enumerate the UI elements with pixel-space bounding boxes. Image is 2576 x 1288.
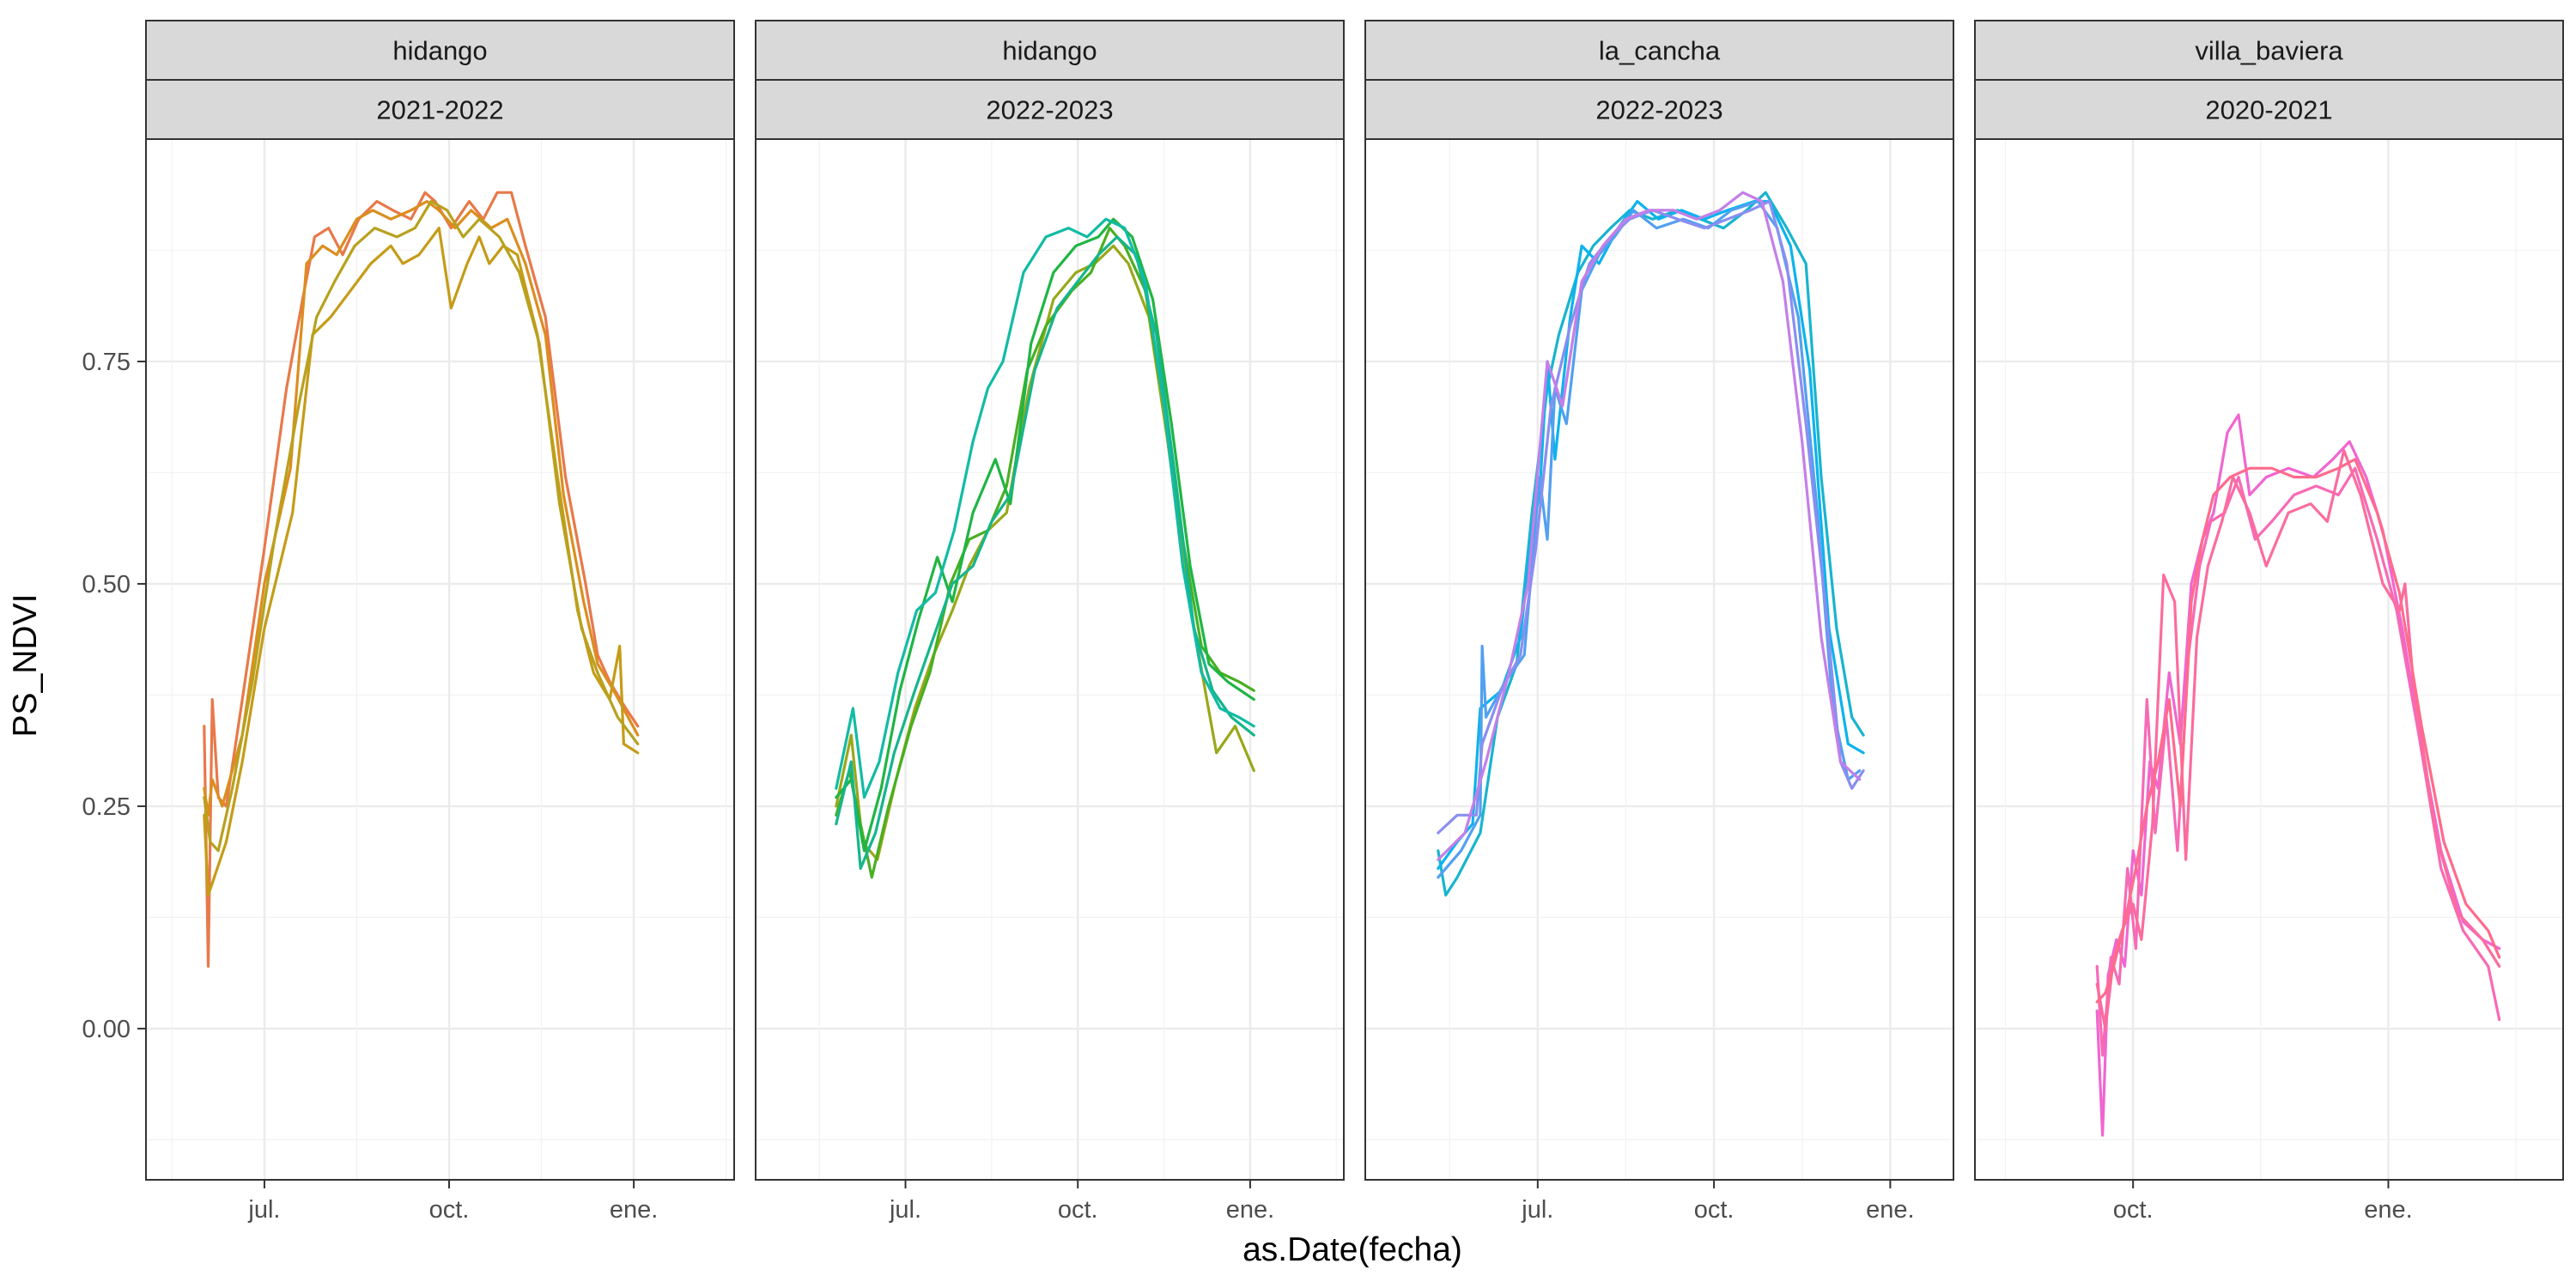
x-tick-label: oct. [429, 1196, 470, 1224]
facet-panel-4: villa_baviera 2020-2021 oct. ene. [1974, 20, 2564, 1224]
strip-season-label: 2022-2023 [986, 95, 1113, 125]
x-tick-label: jul. [1521, 1196, 1553, 1224]
strip-season-label: 2022-2023 [1595, 95, 1722, 125]
facet-panel-3: la_cancha 2022-2023 jul. oct. ene. [1364, 20, 1954, 1224]
y-tick-label: 0.75 [82, 349, 131, 376]
strip-background [755, 79, 1345, 140]
panel-grid [1975, 139, 2563, 1180]
strip-background [755, 20, 1345, 81]
x-tick-label: ene. [2364, 1196, 2412, 1224]
x-tick-label: ene. [1226, 1196, 1274, 1224]
strip-site-label: hidango [1002, 36, 1097, 66]
facet-panel-1: hidango 2021-2022 jul. oct. ene. [145, 20, 735, 1224]
series-line-2 [203, 199, 640, 817]
facet-panel-2: hidango 2022-2023 jul. oct. ene. [755, 20, 1345, 1224]
x-tick-label: oct. [1694, 1196, 1735, 1224]
panel-background [756, 139, 1344, 1180]
facet-strip-season: 2021-2022 [145, 79, 735, 140]
series-line-5 [1437, 191, 1862, 861]
y-axis: 0.00 0.25 0.50 0.75 [82, 349, 146, 1043]
facet-strip-site: la_cancha [1364, 20, 1954, 81]
facet-strip-site: hidango [755, 20, 1345, 81]
strip-background [1364, 79, 1954, 140]
x-tick-label: oct. [1058, 1196, 1098, 1224]
facet-strip-site: villa_baviera [1974, 20, 2564, 81]
x-axis-title: as.Date(fecha) [1242, 1231, 1462, 1268]
facet-strip-season: 2022-2023 [1364, 79, 1954, 140]
strip-season-label: 2021-2022 [376, 95, 503, 125]
x-tick-label: jul. [247, 1196, 280, 1224]
y-tick-label: 0.50 [82, 571, 131, 598]
panel-series [1437, 191, 1865, 897]
y-tick-label: 0.25 [82, 793, 131, 821]
panel-background [1975, 139, 2563, 1180]
series-line-1 [2095, 413, 2501, 1137]
strip-background [145, 20, 735, 81]
strip-season-label: 2020-2021 [2205, 95, 2332, 125]
strip-background [1974, 20, 2564, 81]
strip-background [145, 79, 735, 140]
facet-strip-season: 2022-2023 [755, 79, 1345, 140]
facet-panels: hidango 2021-2022 jul. oct. ene. hidango 2022-… [145, 20, 2564, 1224]
series-line-4 [203, 199, 640, 853]
series-line-4 [2095, 458, 2501, 1004]
panel-series [835, 217, 1255, 879]
panel-background [146, 139, 734, 1180]
strip-site-label: la_cancha [1599, 36, 1721, 66]
series-line-1 [203, 191, 640, 968]
series-line-3 [1437, 199, 1862, 879]
series-line-3 [835, 217, 1255, 853]
facet-strip-season: 2020-2021 [1974, 79, 2564, 140]
x-tick-label: oct. [2113, 1196, 2154, 1224]
series-line-4 [1437, 199, 1865, 835]
x-tick-label: ene. [1866, 1196, 1914, 1224]
panel-background [1365, 139, 1953, 1180]
strip-background [1364, 20, 1954, 81]
facet-strip-site: hidango [145, 20, 735, 81]
panel-grid [1365, 139, 1953, 1180]
series-line-5 [835, 217, 1255, 799]
strip-site-label: hidango [392, 36, 487, 66]
panel-border [145, 138, 735, 1181]
y-tick-label: 0.00 [82, 1016, 131, 1043]
panel-series [2095, 413, 2501, 1137]
panel-border [755, 138, 1345, 1181]
panel-border [1364, 138, 1954, 1181]
y-axis-title: PS_NDVI [7, 594, 44, 738]
series-line-4 [835, 235, 1255, 870]
x-tick-label: jul. [889, 1196, 921, 1224]
panel-border [1974, 138, 2564, 1181]
strip-site-label: villa_baviera [2195, 36, 2343, 66]
x-tick-label: ene. [610, 1196, 658, 1224]
panel-series [203, 191, 640, 968]
series-line-3 [2095, 449, 2501, 1030]
